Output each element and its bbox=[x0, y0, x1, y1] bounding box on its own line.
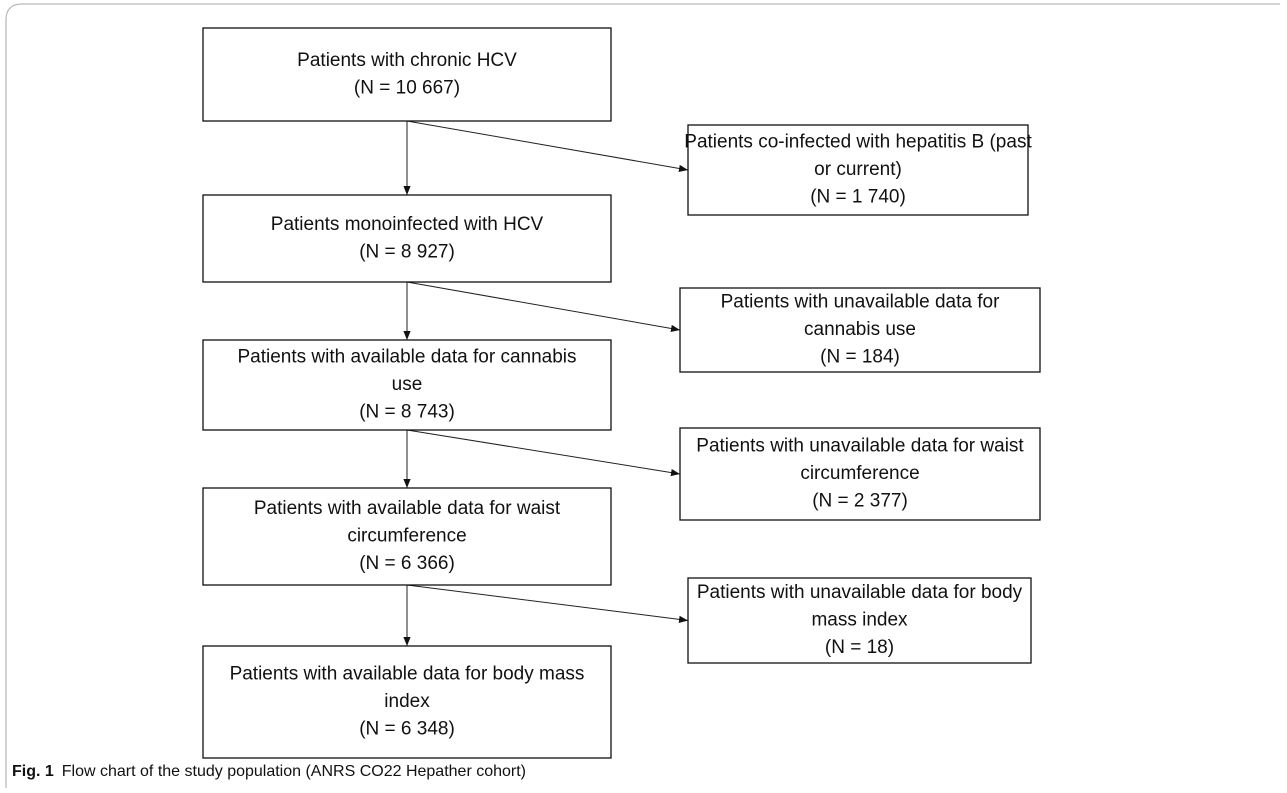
box-text: mass index bbox=[811, 610, 908, 631]
box-text: (N = 8 743) bbox=[359, 402, 455, 423]
box-text: Patients with unavailable data for bbox=[721, 292, 1001, 313]
flow-box bbox=[202, 27, 612, 122]
flow-box bbox=[202, 487, 612, 586]
box-text: Patients with unavailable data for body bbox=[697, 582, 1023, 603]
box-text: index bbox=[384, 691, 430, 712]
box-text: (N = 6 366) bbox=[359, 553, 455, 574]
box-text: use bbox=[392, 374, 423, 395]
flow-box bbox=[679, 287, 1041, 373]
box-text: (N = 184) bbox=[820, 347, 900, 368]
caption-label: Fig. 1 bbox=[12, 763, 54, 780]
box-text: (N = 8 927) bbox=[359, 241, 455, 262]
box-text: (N = 6 348) bbox=[359, 719, 455, 740]
box-text: Patients with unavailable data for waist bbox=[696, 436, 1024, 457]
box-text: or current) bbox=[814, 159, 902, 180]
box-text: cannabis use bbox=[804, 319, 916, 340]
box-text: Patients with available data for waist bbox=[254, 498, 561, 519]
box-text: Patients with available data for body ma… bbox=[230, 664, 585, 685]
caption: Fig. 1 Flow chart of the study population… bbox=[12, 763, 526, 780]
flow-box bbox=[202, 645, 612, 759]
box-text: (N = 18) bbox=[825, 637, 894, 658]
box-text: (N = 1 740) bbox=[810, 187, 906, 208]
flow-box bbox=[679, 427, 1041, 521]
arrow bbox=[406, 281, 681, 332]
flow-box bbox=[687, 577, 1032, 664]
box-text: Patients monoinfected with HCV bbox=[271, 214, 544, 235]
flow-box bbox=[202, 339, 612, 431]
box-text: circumference bbox=[347, 526, 466, 547]
box-text: (N = 10 667) bbox=[354, 77, 460, 98]
caption-text: Flow chart of the study population (ANRS… bbox=[62, 763, 526, 780]
box-text: Patients with chronic HCV bbox=[297, 50, 517, 71]
box-text: Patients co-infected with hepatitis B (p… bbox=[684, 132, 1032, 153]
box-text: circumference bbox=[800, 463, 919, 484]
box-text: (N = 2 377) bbox=[812, 491, 908, 512]
flow-box bbox=[687, 124, 1029, 216]
arrow bbox=[406, 584, 689, 623]
arrow bbox=[406, 120, 689, 173]
box-text: Patients with available data for cannabi… bbox=[237, 347, 576, 368]
arrow bbox=[406, 429, 681, 477]
figure-frame bbox=[5, 3, 1280, 788]
flow-chart: Patients with chronic HCV (N = 10 667) Pat… bbox=[202, 27, 1041, 759]
flow-box bbox=[202, 194, 612, 283]
